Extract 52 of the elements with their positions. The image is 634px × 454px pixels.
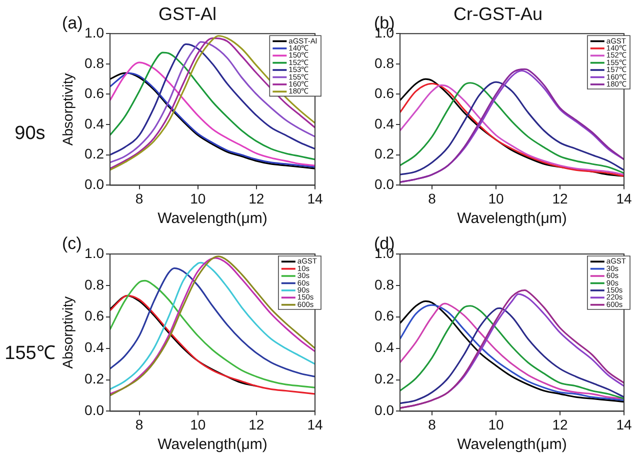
x-tick-label: 14 — [616, 190, 632, 206]
y-tick-label: 0.2 — [374, 370, 394, 387]
y-tick-label: 0.6 — [374, 85, 394, 102]
y-tick-label: 0.4 — [84, 339, 104, 356]
y-axis-title: Absorptivity — [59, 73, 76, 146]
y-tick-label: 0.0 — [374, 402, 394, 418]
x-tick-label: 12 — [248, 416, 264, 432]
y-tick-label: 0.2 — [374, 146, 394, 162]
y-tick-label: 0.0 — [374, 176, 394, 192]
y-tick-label: 0.0 — [84, 176, 104, 192]
x-tick-label: 12 — [248, 190, 264, 206]
text: 155℃ — [4, 342, 56, 365]
text: (a) — [62, 14, 83, 33]
y-tick-label: 0.2 — [84, 370, 104, 387]
x-axis-title: Wavelength(μm) — [158, 210, 268, 228]
y-tick-label: 0.8 — [84, 54, 104, 71]
y-tick-label: 0.8 — [374, 54, 394, 71]
x-tick-label: 10 — [190, 190, 206, 206]
x-tick-label: 8 — [135, 190, 144, 206]
line-series — [110, 280, 315, 388]
y-tick-label: 0.6 — [84, 308, 104, 324]
y-tick-label: 1.0 — [84, 244, 104, 261]
text: 90s — [14, 123, 46, 145]
y-tick-label: 0.8 — [84, 276, 104, 292]
x-tick-label: 12 — [552, 416, 568, 432]
y-tick-label: 0.4 — [374, 115, 394, 132]
x-tick-label: 8 — [428, 416, 436, 432]
x-axis-title: Wavelength(μm) — [158, 436, 268, 454]
line-series — [110, 294, 315, 395]
y-tick-label: 0.2 — [84, 146, 104, 162]
y-tick-label: 0.8 — [374, 276, 394, 292]
x-tick-label: 14 — [307, 416, 323, 432]
y-axis-title: Absorptivity — [59, 296, 76, 369]
chart-title: Cr-GST-Au — [453, 4, 543, 24]
y-tick-label: 0.6 — [374, 308, 394, 324]
x-tick-label: 8 — [135, 416, 144, 432]
text: (c) — [62, 234, 82, 253]
x-axis-title: Wavelength(μm) — [457, 436, 567, 454]
x-tick-label: 10 — [488, 416, 504, 432]
x-tick-label: 10 — [488, 190, 504, 206]
x-tick-label: 14 — [616, 416, 632, 432]
chart-title: GST-Al — [158, 4, 217, 24]
y-tick-label: 0.4 — [374, 339, 394, 356]
y-tick-label: 0.4 — [84, 115, 104, 132]
x-tick-label: 10 — [190, 416, 206, 432]
x-tick-label: 8 — [428, 190, 436, 206]
y-tick-label: 0.0 — [84, 402, 104, 418]
x-axis-title: Wavelength(μm) — [457, 210, 567, 228]
y-tick-label: 1.0 — [84, 24, 104, 40]
x-tick-label: 14 — [307, 190, 323, 206]
x-tick-label: 12 — [552, 190, 568, 206]
y-tick-label: 0.6 — [84, 85, 104, 102]
